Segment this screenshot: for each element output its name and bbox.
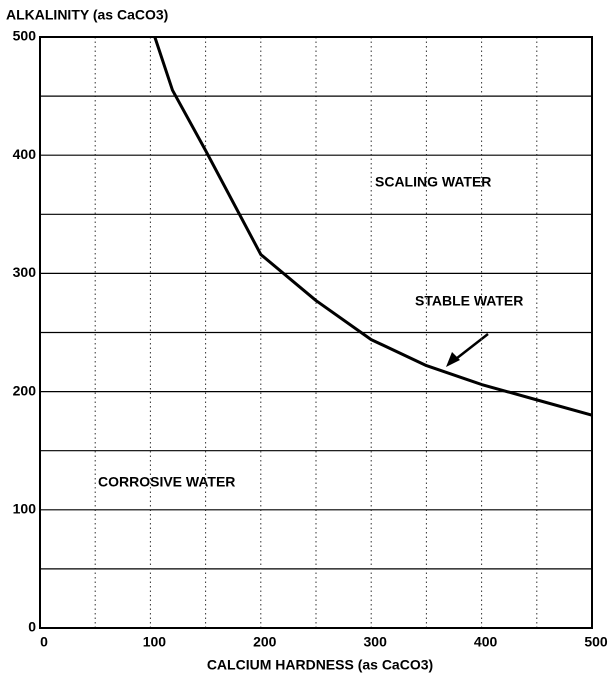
- y-tick-label: 100: [13, 501, 37, 517]
- x-tick-label: 0: [40, 634, 48, 650]
- chart-title: ALKALINITY (as CaCO3): [6, 7, 168, 23]
- plot-frame: [39, 36, 593, 629]
- arrow-head: [446, 352, 460, 367]
- x-tick-label: 100: [143, 634, 167, 650]
- y-tick-label: 300: [13, 264, 37, 280]
- x-tick-label: 500: [584, 634, 608, 650]
- annotation: CORROSIVE WATER: [98, 474, 235, 490]
- y-tick-label: 400: [13, 146, 37, 162]
- y-tick-label: 0: [28, 619, 36, 635]
- y-tick-label: 200: [13, 382, 37, 398]
- annotation: STABLE WATER: [415, 293, 523, 309]
- annotation: SCALING WATER: [375, 174, 491, 190]
- x-tick-label: 200: [253, 634, 277, 650]
- x-axis-label: CALCIUM HARDNESS (as CaCO3): [207, 657, 433, 673]
- x-tick-label: 300: [364, 634, 388, 650]
- line: [153, 36, 593, 417]
- y-tick-label: 500: [13, 28, 37, 44]
- x-tick-label: 400: [474, 634, 498, 650]
